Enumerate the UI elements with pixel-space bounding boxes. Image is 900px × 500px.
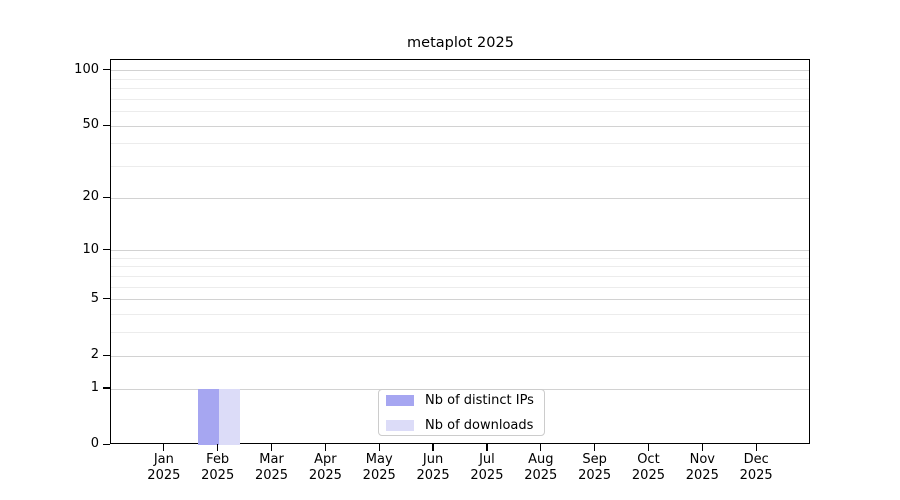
y-minor-gridline-90 <box>111 78 809 80</box>
x-tick-apr <box>324 444 326 451</box>
x-tick-aug <box>540 444 542 451</box>
x-tick-year: 2025 <box>470 468 504 484</box>
x-tick-label-aug: Aug 2025 <box>509 452 573 485</box>
y-major-gridline-100 <box>111 70 809 72</box>
x-tick-feb <box>217 444 219 451</box>
x-tick-label-feb: Feb 2025 <box>186 452 250 485</box>
x-tick-oct <box>647 444 650 451</box>
x-tick-year: 2025 <box>362 468 396 484</box>
x-tick-year: 2025 <box>631 468 665 484</box>
y-tick-label-20: 20 <box>82 189 99 205</box>
x-tick-jul <box>486 444 488 451</box>
x-tick-label-mar: Mar 2025 <box>240 452 304 485</box>
x-tick-year: 2025 <box>308 468 342 484</box>
y-minor-gridline-8 <box>111 266 809 268</box>
legend-label-downloads: Nb of downloads <box>425 417 534 433</box>
x-tick-month: Jun <box>422 451 444 467</box>
x-tick-nov <box>701 444 703 451</box>
x-tick-year: 2025 <box>416 468 450 484</box>
y-tick-label-1: 1 <box>90 380 99 396</box>
plot-area <box>110 58 810 446</box>
x-tick-month: Aug <box>528 451 554 467</box>
x-tick-month: Mar <box>259 451 284 467</box>
y-tick-label-0: 0 <box>90 436 99 452</box>
x-tick-label-jul: Jul 2025 <box>455 452 519 485</box>
y-minor-gridline-3 <box>111 332 809 334</box>
x-tick-year: 2025 <box>524 468 558 484</box>
x-tick-month: Dec <box>743 451 769 467</box>
x-tick-year: 2025 <box>685 468 719 484</box>
y-major-gridline-50 <box>111 125 809 127</box>
x-tick-label-sep: Sep 2025 <box>563 452 627 485</box>
x-tick-year: 2025 <box>201 468 235 484</box>
x-tick-label-dec: Dec 2025 <box>724 452 788 485</box>
x-tick-label-apr: Apr 2025 <box>293 452 357 485</box>
y-tick-20 <box>103 196 110 198</box>
x-tick-may <box>378 444 380 451</box>
x-tick-label-jan: Jan 2025 <box>132 452 196 485</box>
y-major-gridline-10 <box>111 250 809 252</box>
y-minor-gridline-30 <box>111 166 809 168</box>
y-tick-5 <box>103 298 110 300</box>
x-tick-year: 2025 <box>254 468 289 484</box>
y-tick-1 <box>103 387 110 389</box>
y-major-gridline-20 <box>111 197 809 199</box>
y-tick-0 <box>103 443 110 445</box>
legend: Nb of distinct IPs Nb of downloads <box>378 389 545 436</box>
y-minor-gridline-7 <box>111 276 809 278</box>
y-minor-gridline-6 <box>111 286 809 288</box>
y-tick-10 <box>103 249 110 251</box>
x-tick-label-jun: Jun 2025 <box>401 452 465 485</box>
x-tick-month: Apr <box>314 451 337 467</box>
legend-label-distinct-ips: Nb of distinct IPs <box>425 392 534 408</box>
x-tick-month: Nov <box>689 451 715 467</box>
x-tick-month: May <box>365 451 393 467</box>
y-tick-2 <box>103 354 110 356</box>
y-tick-label-5: 5 <box>90 290 99 306</box>
x-tick-label-oct: Oct 2025 <box>616 452 680 485</box>
x-tick-month: Jul <box>479 451 495 467</box>
y-tick-label-2: 2 <box>90 347 99 363</box>
x-tick-jan <box>163 444 165 451</box>
y-tick-100 <box>103 69 110 71</box>
x-tick-mar <box>270 444 273 451</box>
y-major-gridline-5 <box>111 299 809 301</box>
y-minor-gridline-60 <box>111 111 809 113</box>
y-tick-label-10: 10 <box>82 241 99 257</box>
bar-downloads-feb <box>218 389 240 446</box>
x-tick-jun <box>432 444 434 451</box>
x-tick-month: Jan <box>153 451 174 467</box>
x-tick-dec <box>755 444 757 451</box>
chart-title: metaplot 2025 <box>407 35 514 51</box>
legend-swatch-distinct-ips <box>386 394 414 406</box>
x-tick-sep <box>594 444 596 451</box>
bar-distinct-ips-feb <box>197 389 219 446</box>
x-tick-month: Feb <box>206 451 230 467</box>
x-tick-year: 2025 <box>147 468 181 484</box>
y-minor-gridline-70 <box>111 98 809 100</box>
y-tick-label-100: 100 <box>74 61 99 77</box>
x-tick-month: Sep <box>582 451 607 467</box>
y-minor-gridline-9 <box>111 257 809 259</box>
y-minor-gridline-4 <box>111 314 809 316</box>
y-tick-label-50: 50 <box>82 117 99 133</box>
y-minor-gridline-80 <box>111 88 809 90</box>
x-tick-year: 2025 <box>739 468 773 484</box>
y-minor-gridline-40 <box>111 143 809 145</box>
x-tick-month: Oct <box>637 451 660 467</box>
x-tick-label-nov: Nov 2025 <box>670 452 734 485</box>
y-tick-50 <box>103 124 110 126</box>
legend-entry-distinct-ips: Nb of distinct IPs <box>386 393 544 408</box>
legend-entry-downloads: Nb of downloads <box>386 418 544 433</box>
x-tick-label-may: May 2025 <box>347 452 411 485</box>
x-tick-year: 2025 <box>578 468 612 484</box>
y-major-gridline-2 <box>111 355 809 357</box>
legend-swatch-downloads <box>386 419 414 431</box>
